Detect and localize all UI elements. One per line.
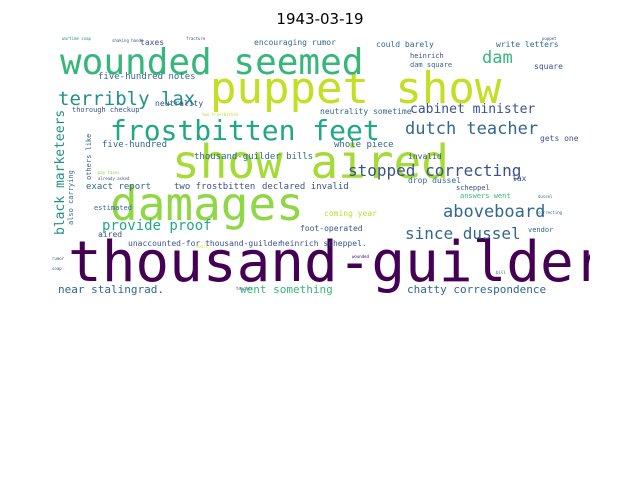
word: black marketeers bbox=[53, 109, 68, 235]
word: foot-operated bbox=[300, 224, 363, 233]
word: neutrality bbox=[155, 99, 204, 108]
word: two frostbitten bbox=[202, 112, 239, 117]
word: rumor bbox=[52, 256, 65, 261]
word: aboveboard bbox=[443, 202, 546, 222]
word: heart bbox=[196, 244, 209, 249]
word: answers went bbox=[460, 192, 511, 200]
word: lax bbox=[512, 174, 527, 183]
word: bill bbox=[496, 270, 506, 275]
word: could barely bbox=[376, 40, 434, 49]
word: puppet bbox=[542, 36, 557, 41]
word: dussel bbox=[538, 194, 553, 199]
word: thorough checkup bbox=[72, 106, 140, 114]
word: already asked bbox=[98, 176, 130, 181]
word: estimated bbox=[94, 204, 132, 212]
word: vendor bbox=[528, 226, 554, 234]
word: wounded bbox=[352, 254, 369, 259]
word: also carrying bbox=[67, 170, 75, 225]
word: chatty correspondence bbox=[407, 283, 547, 296]
word: terribly lax bbox=[58, 88, 196, 110]
word: frostbitten feet bbox=[110, 114, 380, 147]
word: heinrich bbox=[410, 52, 444, 60]
word: correcting bbox=[538, 210, 563, 215]
word: heinrich scheppel. bbox=[280, 239, 367, 248]
word: aired bbox=[98, 230, 123, 239]
word: five-hundred notes bbox=[98, 72, 196, 82]
word: dam square bbox=[410, 61, 453, 69]
word: neutrality sometime bbox=[320, 107, 412, 116]
word: others like bbox=[85, 133, 93, 180]
word: shaking hands bbox=[112, 38, 144, 43]
word: square bbox=[534, 62, 563, 71]
word: thousand-guilder bbox=[68, 230, 590, 295]
word: unaccounted-for thousand-guilder bbox=[128, 239, 283, 248]
word: went something bbox=[240, 283, 333, 296]
word: cabinet minister bbox=[410, 102, 536, 117]
word: teacher bbox=[236, 286, 253, 291]
word: exact report bbox=[86, 182, 152, 192]
word: show aired bbox=[172, 135, 449, 189]
word: write letters bbox=[496, 40, 559, 49]
word: fracture bbox=[186, 36, 206, 41]
word: encouraging rumor bbox=[254, 38, 336, 47]
word-cloud: thousand-guilder damages show aired pupp… bbox=[50, 35, 590, 303]
word: dutch teacher bbox=[405, 119, 539, 139]
word: drop dussel bbox=[408, 176, 461, 185]
word: pay taxes bbox=[98, 170, 120, 175]
word: soap bbox=[52, 266, 62, 271]
word: wartime soap bbox=[62, 36, 91, 41]
word: since dussel bbox=[405, 224, 521, 243]
word: stopped correcting bbox=[348, 161, 522, 180]
word: whole piece bbox=[334, 140, 394, 150]
word: coming year bbox=[324, 209, 377, 218]
word: near stalingrad. bbox=[58, 283, 164, 296]
word: five-hundred bbox=[102, 140, 168, 150]
word: declared invalid bbox=[262, 182, 349, 192]
word: provide proof bbox=[102, 218, 212, 234]
word: thousand-guilder bills bbox=[194, 152, 314, 162]
word: damages bbox=[110, 177, 304, 231]
word: taxes bbox=[140, 38, 165, 47]
word: scheppel bbox=[456, 184, 490, 192]
word: wounded seemed bbox=[60, 42, 364, 83]
word: puppet show bbox=[210, 63, 502, 114]
word: two frostbitten bbox=[174, 182, 256, 192]
word: dam bbox=[482, 48, 513, 68]
word: invalid bbox=[408, 152, 442, 161]
word: gets one bbox=[540, 134, 579, 143]
figure-title: 1943-03-19 bbox=[276, 10, 364, 28]
